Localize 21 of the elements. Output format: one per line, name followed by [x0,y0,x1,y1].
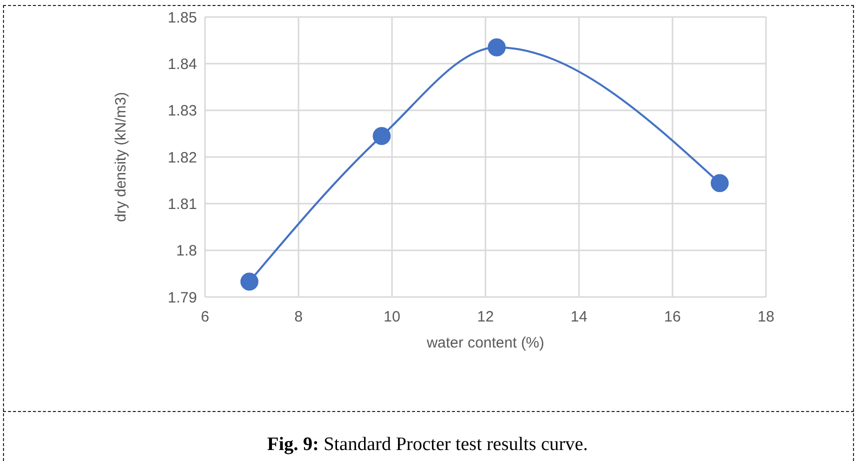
y-tick-label: 1.85 [168,9,197,26]
point [240,272,258,291]
point [710,174,729,192]
y-tick-label: 1.79 [168,289,197,306]
point [488,38,506,56]
point [372,127,391,145]
y-tick-label: 1.83 [168,102,197,120]
y-tick-label: 1.84 [168,56,197,73]
x-tick-label: 12 [477,308,494,326]
x-tick-label: 14 [570,308,588,326]
y-tick-label: 1.81 [168,196,197,213]
x-tick-label: 16 [664,308,681,326]
text: Fig. 9: Standard Procter test results curve. [266,434,589,456]
y-tick-label: 1.82 [168,149,197,166]
y-tick-label: 1.8 [176,242,197,260]
x-tick-label: 10 [384,308,400,326]
x-tick-label: 8 [294,308,303,326]
y-axis-title: dry density (kN/m3) [112,92,130,222]
x-axis-title: water content (%) [426,334,544,352]
x-tick-label: 6 [200,308,210,326]
x-tick-label: 18 [758,308,774,326]
